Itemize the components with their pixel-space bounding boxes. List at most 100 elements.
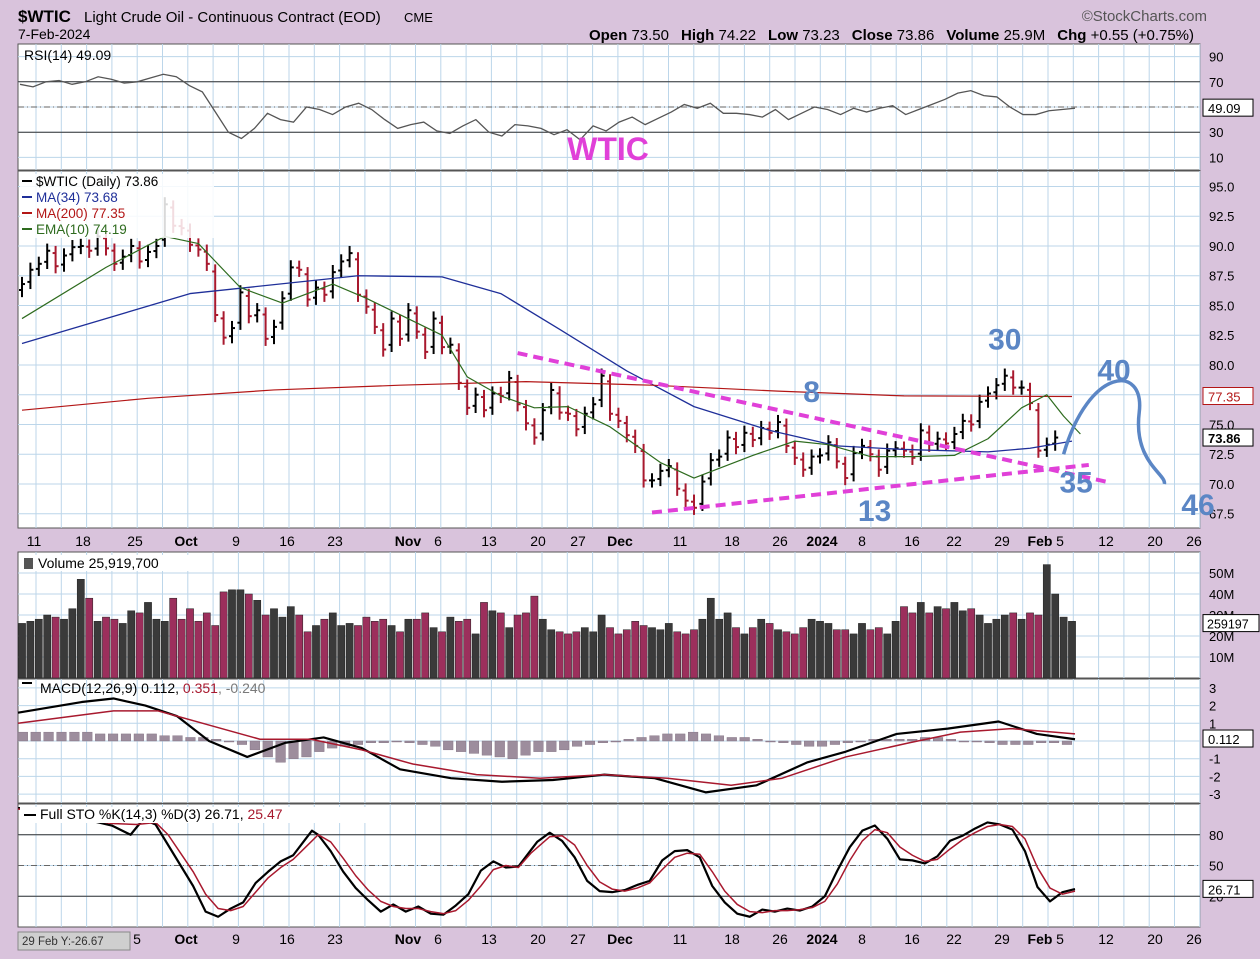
ohlc-bar xyxy=(1001,368,1008,391)
volume-bar xyxy=(127,610,136,679)
volume-bar xyxy=(900,606,908,679)
volume-bar xyxy=(93,621,102,679)
ohlc-bar xyxy=(61,248,67,272)
ohlc-bar xyxy=(212,264,219,323)
ohlc-bar xyxy=(245,288,252,324)
ohlc-bar xyxy=(539,403,546,441)
ohlc-bar xyxy=(800,452,807,477)
volume-bar xyxy=(496,612,505,679)
ohlc-bar xyxy=(825,435,832,461)
ohlc-bar xyxy=(976,394,983,429)
volume-bar xyxy=(816,621,824,679)
ohlc-bar xyxy=(649,473,655,488)
macd-hist-bar xyxy=(559,740,570,751)
macd-hist-bar xyxy=(352,740,364,745)
quote-volume: Volume 25.9M xyxy=(946,27,1045,44)
ohlc-bar xyxy=(481,389,487,418)
ohlc-bar xyxy=(590,397,597,420)
price-last-box xyxy=(1202,428,1254,447)
macd-hist-bar xyxy=(791,740,802,745)
volume-bar xyxy=(463,618,472,679)
volume-bar xyxy=(589,631,598,679)
macd-hist-bar xyxy=(533,740,544,752)
volume-bar xyxy=(824,623,833,679)
volume-bar xyxy=(337,625,346,679)
ohlc-bar xyxy=(1018,380,1025,395)
macd-hist-bar xyxy=(133,733,144,742)
macd-last-label: 0.112 xyxy=(1208,732,1240,747)
price-xtick-label: 18 xyxy=(724,533,740,549)
macd-last-box xyxy=(1202,729,1254,748)
volume-bar xyxy=(278,616,287,679)
stoch-xtick-label: 29 xyxy=(994,931,1010,947)
price-xtick-label: Feb xyxy=(1028,533,1053,549)
price-xtick-label: 25 xyxy=(127,533,143,549)
ohlc-bar xyxy=(371,302,378,335)
price-xtick-label: 2024 xyxy=(806,533,837,549)
stoch-xtick-label: 27 xyxy=(570,931,586,947)
macd-hist-bar xyxy=(456,740,467,752)
price-tick-label: 85.0 xyxy=(1209,298,1234,313)
stoch-last-label: 26.71 xyxy=(1208,882,1241,897)
ohlc-bar xyxy=(363,289,370,314)
volume-bar xyxy=(328,612,337,679)
volume-bar xyxy=(950,602,959,679)
ohlc-bar xyxy=(791,440,798,465)
volume-bar xyxy=(345,623,354,679)
price-legend-item: $WTIC (Daily) 73.86 xyxy=(36,174,158,189)
macd-hist-bar xyxy=(842,740,853,743)
volume-bar xyxy=(984,623,992,679)
volume-bar xyxy=(236,589,245,679)
price-xtick-label: 11 xyxy=(27,533,42,549)
price-xtick-label: 22 xyxy=(946,533,962,549)
ohlc-bar xyxy=(229,320,235,344)
volume-bar xyxy=(883,633,892,679)
volume-bar xyxy=(748,627,757,679)
macd-tick-label: -1 xyxy=(1209,752,1221,767)
price-xtick-label: 26 xyxy=(772,533,788,549)
ohlc-bar xyxy=(287,260,294,301)
macd-hist-bar xyxy=(185,737,196,742)
price-last-label: 73.86 xyxy=(1208,431,1241,446)
macd-tick-label: -2 xyxy=(1209,769,1221,784)
ohlc-bar xyxy=(35,256,42,277)
stoch-xtick-label: Nov xyxy=(395,931,422,947)
stoch-xtick-label: 18 xyxy=(724,931,740,947)
macd-hist-bar xyxy=(829,740,840,745)
volume-bar xyxy=(118,623,127,679)
price-xtick-label: Nov xyxy=(395,533,422,549)
volume-tick-label: 50M xyxy=(1209,566,1234,581)
ohlc-bar xyxy=(262,307,269,346)
macd-hist-bar xyxy=(69,731,80,742)
price-tick-label: 72.5 xyxy=(1209,447,1234,462)
ohlc-bar xyxy=(237,285,244,330)
volume-bar xyxy=(85,597,94,679)
price-xaxis-bar xyxy=(18,529,1200,551)
ohlc-bar xyxy=(1010,370,1017,395)
macd-hist-bar xyxy=(804,740,815,747)
stoch-legend-bg xyxy=(20,807,370,823)
ohlc-bar xyxy=(556,386,563,420)
macd-hist-bar xyxy=(481,740,492,756)
macd-hist-bar xyxy=(636,737,647,742)
stoch-xtick-label: 2024 xyxy=(806,931,837,947)
ohlc-bar xyxy=(422,327,429,360)
volume-bar xyxy=(219,591,228,679)
macd-hist-bar xyxy=(172,735,183,742)
ohlc-bar xyxy=(607,374,613,421)
volume-bar xyxy=(43,614,52,679)
price-tick-label: 80.0 xyxy=(1209,358,1234,373)
rsi-line xyxy=(19,73,1076,141)
volume-bar xyxy=(320,618,329,679)
volume-bar xyxy=(160,621,169,679)
ohlc-bar xyxy=(346,245,353,268)
volume-bar xyxy=(471,633,480,679)
symbol-text: $WTIC xyxy=(18,7,71,26)
volume-bar xyxy=(169,597,178,679)
volume-bar xyxy=(555,631,564,679)
macd-hist-bar xyxy=(894,739,905,742)
macd-hist-bar xyxy=(17,731,28,742)
volume-bar xyxy=(606,627,614,679)
volume-bar xyxy=(421,612,430,679)
